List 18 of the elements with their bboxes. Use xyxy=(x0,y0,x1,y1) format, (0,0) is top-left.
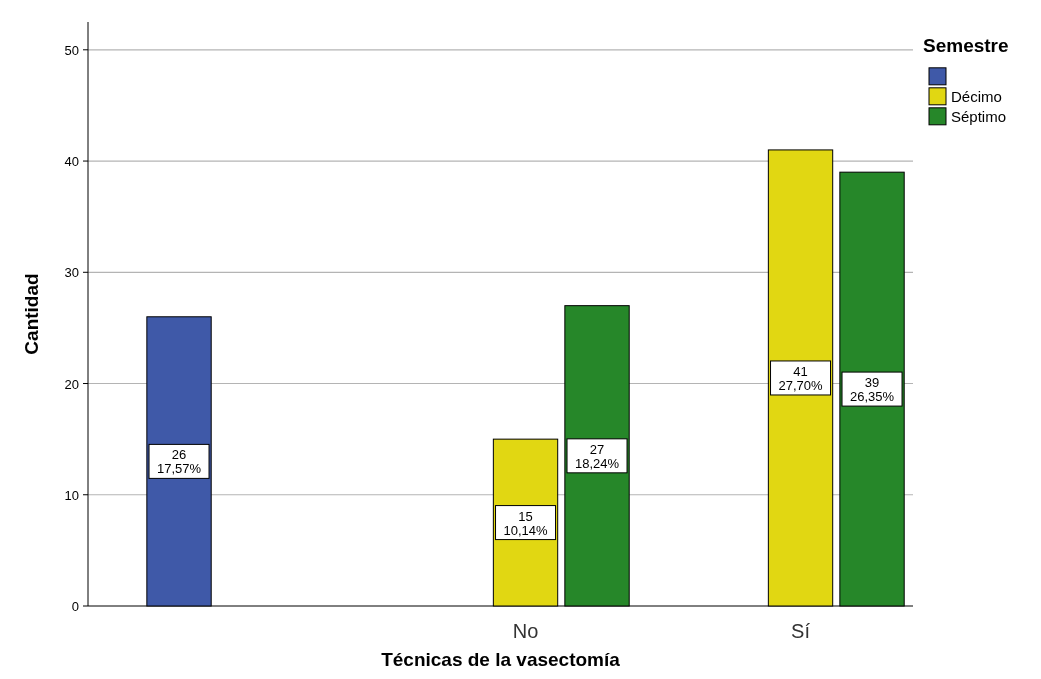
legend-title: Semestre xyxy=(923,34,1009,56)
y-tick-label: 50 xyxy=(64,42,79,58)
y-axis-title: Cantidad xyxy=(21,273,42,355)
data-label: 27 18,24% xyxy=(574,441,620,471)
y-tick-label: 30 xyxy=(64,265,79,281)
y-tick-label: 10 xyxy=(64,487,79,503)
data-label: 41 27,70% xyxy=(778,363,824,393)
data-label: 15 10,14% xyxy=(503,508,549,538)
y-tick-label: 0 xyxy=(71,599,79,614)
y-tick-label: 40 xyxy=(64,154,79,170)
data-label: 26 17,57% xyxy=(156,447,202,477)
legend-label: Séptimo xyxy=(951,107,1007,125)
x-axis-title: Técnicas de la vasectomía xyxy=(381,649,621,670)
legend-label: Décimo xyxy=(951,87,1002,105)
x-tick-label: Sí xyxy=(791,620,811,642)
data-label: 39 26,35% xyxy=(849,375,895,405)
x-tick-label: No xyxy=(512,620,539,642)
y-tick-label: 20 xyxy=(64,376,79,392)
